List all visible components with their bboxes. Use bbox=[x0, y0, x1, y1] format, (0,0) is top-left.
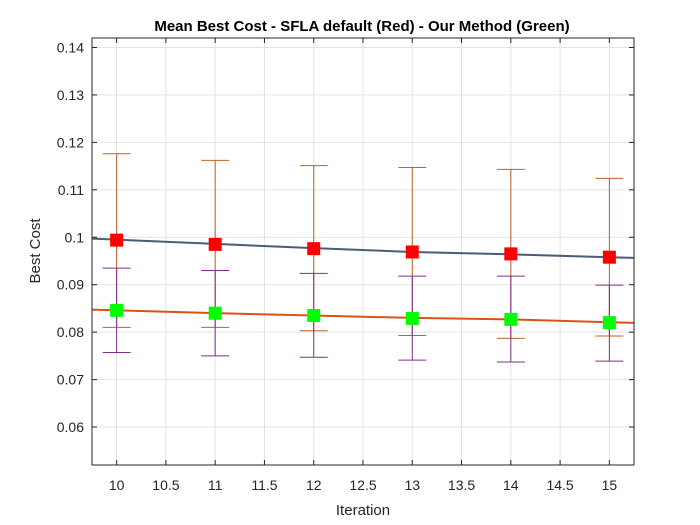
data-point bbox=[307, 309, 321, 323]
x-tick-label: 13.5 bbox=[448, 477, 475, 493]
data-point bbox=[110, 233, 124, 247]
data-point bbox=[405, 245, 419, 259]
y-tick-label: 0.09 bbox=[57, 277, 84, 293]
x-tick-label: 14 bbox=[503, 477, 519, 493]
data-point bbox=[504, 312, 518, 326]
x-tick-label: 11.5 bbox=[251, 477, 277, 493]
trend-line bbox=[91, 237, 635, 259]
plot-area: 10 10.5 11 11.5 12 12.5 13 13.5 14 14.5 15 0.06 0.07… bbox=[57, 37, 635, 493]
data-point bbox=[208, 237, 222, 251]
tick-layer: 10 10.5 11 11.5 12 12.5 13 13.5 14 14.5 15 0.06 0.07… bbox=[57, 38, 634, 493]
data-point bbox=[110, 303, 124, 317]
x-tick-label: 12.5 bbox=[349, 477, 376, 493]
y-tick-label: 0.1 bbox=[65, 229, 85, 245]
x-tick-label: 10 bbox=[109, 477, 125, 493]
trend-line bbox=[91, 308, 635, 324]
y-tick-label: 0.07 bbox=[57, 372, 84, 388]
data-point bbox=[602, 250, 616, 264]
data-point bbox=[307, 242, 321, 256]
x-tick-label: 12 bbox=[306, 477, 322, 493]
x-tick-label: 14.5 bbox=[546, 477, 573, 493]
x-tick-label: 13 bbox=[404, 477, 420, 493]
x-tick-label: 15 bbox=[602, 477, 618, 493]
chart-title: Mean Best Cost - SFLA default (Red) - Ou… bbox=[154, 18, 569, 35]
y-tick-label: 0.06 bbox=[57, 419, 84, 435]
data-point bbox=[504, 247, 518, 261]
y-axis-label: Best Cost bbox=[27, 218, 44, 284]
series-2 bbox=[91, 267, 635, 363]
y-tick-label: 0.12 bbox=[57, 134, 84, 150]
x-axis-label: Iteration bbox=[336, 502, 390, 519]
x-tick-label: 10.5 bbox=[152, 477, 179, 493]
y-tick-label: 0.08 bbox=[57, 324, 84, 340]
x-tick-label: 11 bbox=[208, 477, 223, 493]
data-point bbox=[602, 316, 616, 330]
data-point bbox=[405, 311, 419, 325]
y-tick-label: 0.13 bbox=[57, 87, 84, 103]
data-layer bbox=[91, 153, 635, 363]
data-point bbox=[208, 306, 222, 320]
y-tick-label: 0.11 bbox=[58, 182, 84, 198]
y-tick-label: 0.14 bbox=[57, 39, 84, 55]
